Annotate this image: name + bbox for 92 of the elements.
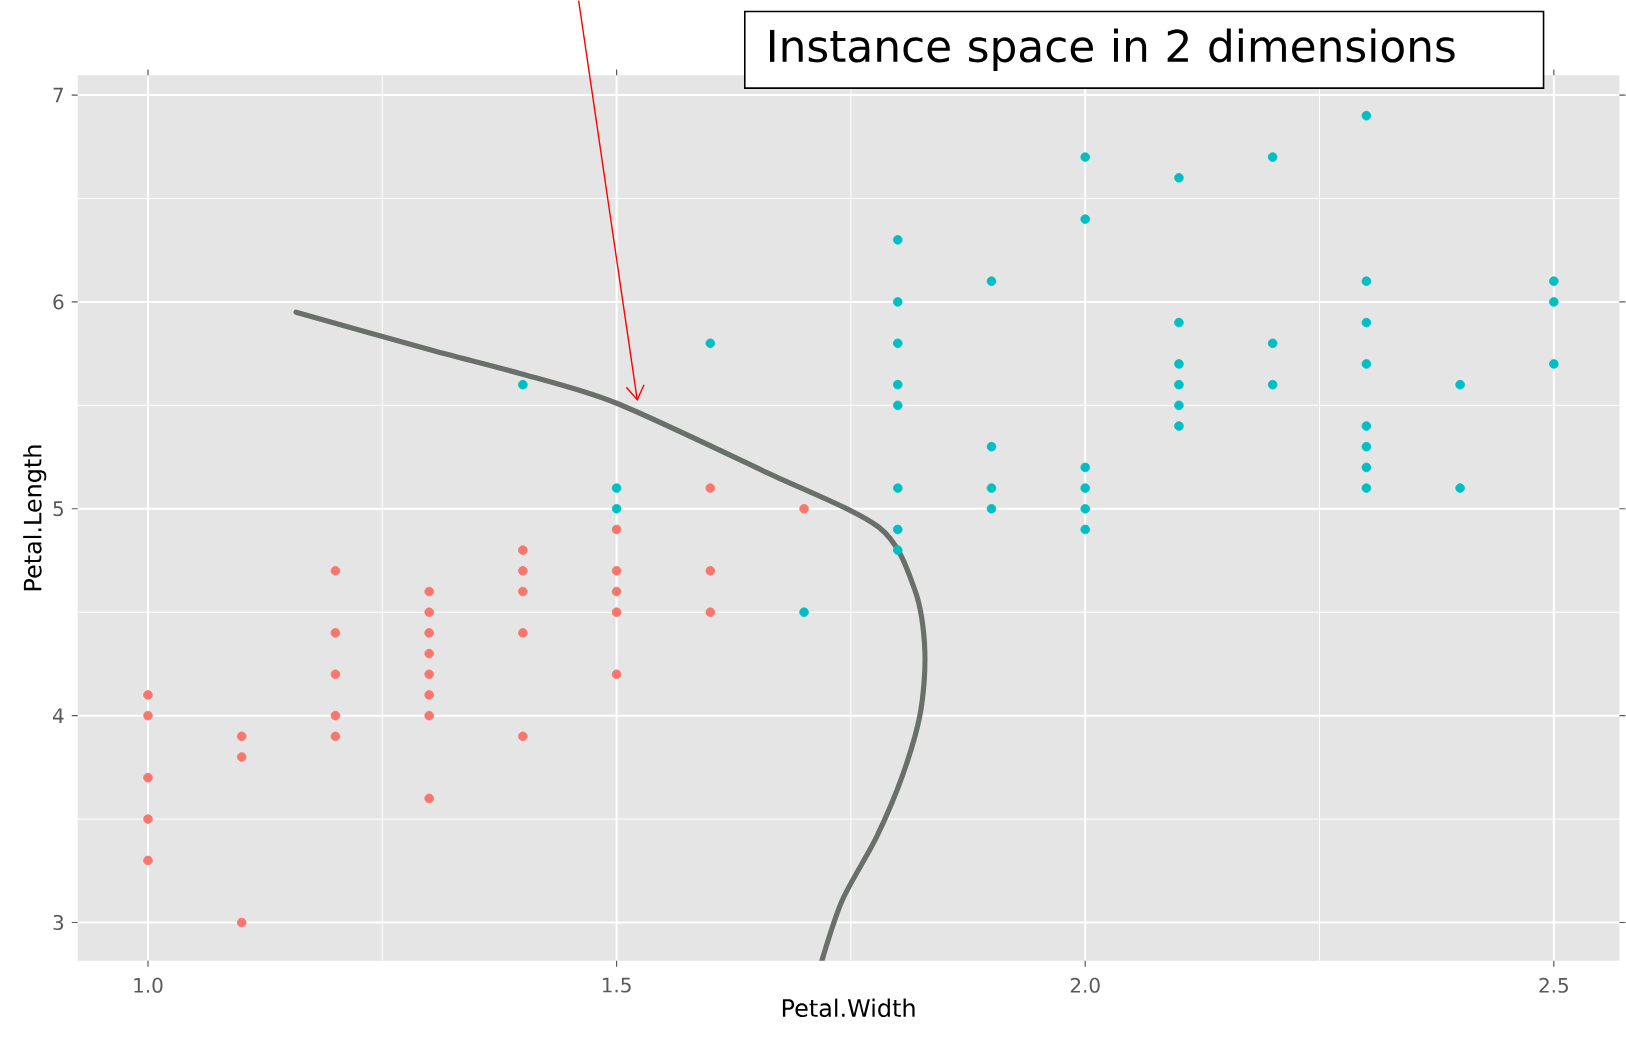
point — [143, 689, 153, 700]
point — [705, 565, 716, 576]
point — [892, 400, 903, 410]
point — [1080, 483, 1090, 493]
point — [518, 627, 528, 638]
point — [986, 503, 997, 514]
point — [611, 586, 622, 597]
point — [1174, 317, 1184, 328]
point — [1361, 462, 1372, 472]
point — [611, 503, 622, 514]
point — [424, 689, 434, 700]
y-tick-label: 6 — [53, 294, 64, 310]
point — [424, 586, 434, 597]
point — [518, 586, 528, 597]
point — [1549, 358, 1559, 369]
point — [799, 503, 809, 514]
point — [1361, 317, 1372, 328]
point — [518, 565, 528, 576]
point — [611, 565, 622, 576]
point — [143, 772, 153, 783]
point — [1455, 483, 1465, 493]
point — [986, 441, 997, 452]
point — [611, 669, 622, 679]
point — [1267, 152, 1278, 162]
x-tick-label: 2.5 — [1539, 977, 1568, 993]
y-axis-title: Petal.Length — [23, 445, 47, 590]
point — [143, 814, 153, 824]
point — [424, 607, 434, 617]
chart-title: Instance space in 2 dimensions — [770, 28, 1455, 71]
point — [892, 483, 903, 493]
y-tick-label: 7 — [53, 87, 63, 103]
point — [1174, 379, 1184, 390]
point — [424, 669, 434, 679]
point — [330, 627, 341, 638]
x-tick-label: 2.0 — [1070, 977, 1100, 993]
point — [1361, 421, 1372, 431]
point — [518, 731, 528, 741]
point — [1174, 358, 1184, 369]
point — [1267, 338, 1278, 348]
x-tick-label: 1.5 — [602, 977, 631, 993]
point — [1549, 296, 1559, 307]
point — [1361, 441, 1372, 452]
point — [1080, 214, 1090, 224]
point — [892, 338, 903, 348]
point — [1080, 462, 1090, 472]
point — [1361, 483, 1372, 493]
point — [1080, 152, 1090, 162]
point — [705, 607, 716, 617]
point — [611, 524, 622, 535]
point — [892, 524, 903, 535]
point — [892, 379, 903, 390]
point — [1174, 421, 1184, 431]
point — [424, 710, 434, 721]
point — [1174, 400, 1184, 410]
y-tick-label: 4 — [52, 708, 64, 723]
point — [892, 234, 903, 245]
point — [236, 731, 247, 741]
point — [424, 648, 434, 659]
point — [518, 379, 528, 390]
y-tick-label: 3 — [53, 914, 64, 930]
point — [1080, 503, 1090, 514]
point — [1174, 172, 1184, 183]
point — [518, 545, 528, 555]
point — [143, 855, 153, 866]
x-tick-label: 1.0 — [134, 977, 163, 993]
point — [986, 483, 997, 493]
point — [1549, 276, 1559, 286]
point — [705, 338, 716, 348]
point — [236, 752, 247, 762]
point — [1361, 110, 1372, 121]
point — [143, 710, 153, 721]
point — [236, 917, 247, 928]
point — [799, 607, 809, 617]
point — [424, 627, 434, 638]
point — [1455, 379, 1465, 390]
point — [986, 276, 997, 286]
point — [892, 545, 903, 555]
point — [611, 483, 622, 493]
x-axis-title: Petal.Width — [782, 998, 915, 1017]
point — [1361, 358, 1372, 369]
point — [1361, 276, 1372, 286]
point — [892, 296, 903, 307]
point — [705, 483, 716, 493]
point — [611, 607, 622, 617]
point — [330, 710, 341, 721]
point — [330, 669, 341, 679]
point — [1267, 379, 1278, 390]
y-tick-label: 5 — [53, 501, 63, 516]
point — [424, 793, 434, 803]
point — [1080, 524, 1090, 535]
point — [330, 731, 341, 741]
point — [330, 565, 341, 576]
